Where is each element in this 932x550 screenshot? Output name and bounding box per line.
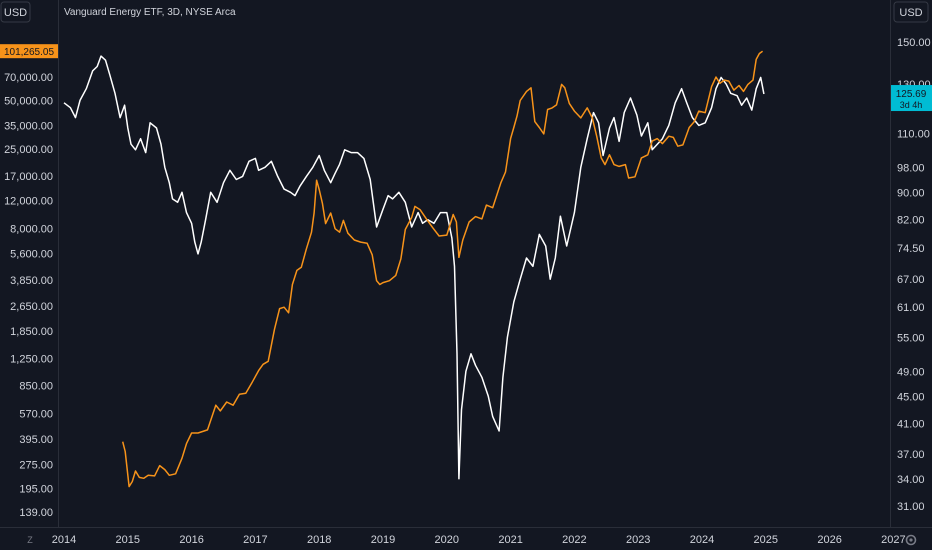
right-tick-label: 150.00 [897,37,931,49]
right-tick-label: 82.00 [897,215,925,227]
right-tick-label: 61.00 [897,302,925,314]
x-tick-label: 2024 [690,534,714,546]
left-currency-box[interactable] [0,1,31,23]
left-tick-label: 275.00 [19,459,53,471]
right-tick-label: 74.50 [897,243,925,255]
left-tick-label: 1,850.00 [10,326,53,338]
left-tick-label: 17,000.00 [4,171,53,183]
left-tick-label: 25,000.00 [4,144,53,156]
right-tick-label: 90.00 [897,187,925,199]
x-tick-label: 2019 [371,534,395,546]
right-tick-label: 98.00 [897,162,925,174]
right-axis[interactable]: 31.00 34.00 37.00 41.00 45.00 49.00 55.00 61.00… [897,37,931,513]
price-last-value-badge [891,85,932,112]
price-last-value: 125.69 [896,89,927,100]
left-tick-label: 12,000.00 [4,195,53,207]
left-tick-label: 570.00 [19,408,53,420]
left-tick-label: 395.00 [19,434,53,446]
plot-area[interactable] [63,50,765,488]
left-tick-label: 195.00 [19,483,53,495]
left-tick-label: 35,000.00 [4,120,53,132]
bar-countdown: 3d 4h [900,100,923,110]
x-tick-label: 2026 [817,534,841,546]
left-tick-label: 850.00 [19,380,53,392]
right-tick-label: 34.00 [897,474,925,486]
x-tick-label: 2016 [179,534,203,546]
overlay-last-value-badge [0,44,58,59]
left-tick-label: 139.00 [19,507,53,519]
x-tick-label: 2020 [435,534,459,546]
x-tick-label: 2017 [243,534,267,546]
x-tick-label: 2023 [626,534,650,546]
left-currency-label: USD [4,7,27,19]
time-axis[interactable]: 2014 2015 2016 2017 2018 2019 2020 2021 2022 2023… [52,534,906,546]
x-tick-label: 2025 [754,534,778,546]
x-tick-label: 2014 [52,534,76,546]
x-tick-label: 2018 [307,534,331,546]
right-tick-label: 45.00 [897,391,925,403]
left-tick-label: 3,850.00 [10,275,53,287]
right-tick-label: 67.00 [897,274,925,286]
gear-icon[interactable] [905,534,917,546]
left-tick-label: 8,000.00 [10,224,53,236]
left-tick-label: 1,250.00 [10,353,53,365]
overlay-last-value: 101,265.05 [4,47,54,58]
x-tick-label: 2027 [881,534,905,546]
left-tick-label: 70,000.00 [4,72,53,84]
left-tick-label: 50,000.00 [4,96,53,108]
right-tick-label: 110.00 [897,128,930,140]
right-tick-label: 31.00 [897,501,925,513]
timezone-z-icon[interactable]: Z [27,535,33,545]
right-currency-box[interactable] [893,1,929,23]
overlay-series-line [121,50,764,488]
x-tick-label: 2021 [498,534,522,546]
price-series-line [63,55,765,480]
right-tick-label: 55.00 [897,332,925,344]
x-tick-label: 2015 [116,534,140,546]
right-tick-label: 41.00 [897,419,925,431]
right-tick-label: 37.00 [897,449,925,461]
left-tick-label: 5,600.00 [10,249,53,261]
right-tick-label: 49.00 [897,366,925,378]
chart-title: Vanguard Energy ETF, 3D, NYSE Arca [64,7,236,18]
right-currency-label: USD [899,7,922,19]
left-tick-label: 2,650.00 [10,301,53,313]
x-tick-label: 2022 [562,534,586,546]
left-axis[interactable]: 139.00 195.00 275.00 395.00 570.00 850.00 1,25… [4,72,53,519]
